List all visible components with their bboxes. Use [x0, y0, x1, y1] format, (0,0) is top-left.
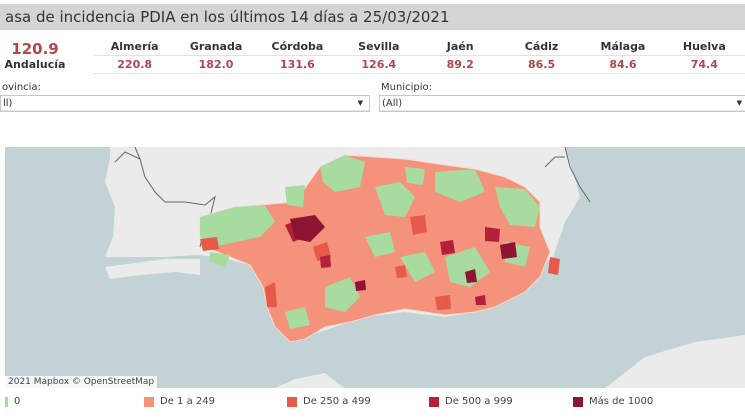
legend-label: 0: [14, 396, 21, 407]
province-value: 126.4: [361, 58, 397, 71]
africa-land: [275, 373, 345, 388]
municipio-dropdown[interactable]: (All) ▼: [379, 95, 745, 112]
map-canvas: [105, 147, 745, 388]
legend-label: De 250 a 499: [303, 396, 371, 407]
kpi-andalucia: 120.9 Andalucía: [0, 40, 70, 72]
province-name: Huelva: [682, 40, 726, 53]
province-values-row: 220.8 182.0 131.6 126.4 89.2 86.5 84.6 7…: [94, 56, 745, 74]
municipio-selected-value: (All): [382, 98, 403, 109]
province-value: 182.0: [198, 58, 234, 71]
legend-swatch-icon: [429, 396, 439, 407]
province-value: 74.4: [690, 58, 718, 71]
legend-label: De 500 a 999: [445, 396, 513, 407]
legend-label: Más de 1000: [589, 396, 654, 407]
incidence-map[interactable]: 2021 Mapbox © OpenStreetMap: [5, 147, 745, 388]
legend-swatch-icon: [144, 396, 154, 407]
province-value: 220.8: [117, 58, 153, 71]
province-name: Granada: [189, 40, 243, 53]
map-legend: 0 De 1 a 249 De 250 a 499 De 500 a 999 M…: [0, 396, 745, 414]
legend-item-500-999: De 500 a 999: [429, 396, 513, 407]
municipio-filter-label: Municipio:: [381, 82, 432, 93]
legend-item-1000-plus: Más de 1000: [573, 396, 653, 407]
province-name: Córdoba: [271, 40, 324, 53]
provincia-filter-label: ovincia:: [2, 82, 41, 93]
provincia-selected-value: ll): [3, 98, 13, 109]
province-value: 84.6: [609, 58, 637, 71]
province-name: Almería: [110, 40, 159, 53]
map-attribution[interactable]: 2021 Mapbox © OpenStreetMap: [5, 376, 158, 388]
legend-item-1-249: De 1 a 249: [144, 396, 215, 407]
legend-item-zero: 0: [5, 396, 20, 407]
province-value: 89.2: [446, 58, 474, 71]
province-value: 131.6: [280, 58, 315, 71]
legend-swatch-icon: [5, 396, 8, 407]
province-names-row: Almería Granada Córdoba Sevilla Jaén Cád…: [94, 38, 745, 56]
province-name: Cádiz: [524, 40, 559, 53]
province-name: Jaén: [446, 40, 474, 53]
chevron-down-icon: ▼: [357, 99, 363, 107]
legend-swatch-icon: [573, 396, 583, 407]
province-value: 86.5: [527, 58, 556, 71]
kpi-andalucia-label: Andalucía: [4, 58, 66, 71]
kpi-andalucia-value: 120.9: [11, 40, 59, 58]
province-name: Málaga: [600, 40, 646, 53]
dashboard-title: asa de incidencia PDIA en los últimos 14…: [0, 4, 745, 30]
chevron-down-icon: ▼: [736, 99, 742, 107]
provincia-dropdown[interactable]: ll) ▼: [0, 95, 370, 112]
legend-item-250-499: De 250 a 499: [287, 396, 371, 407]
province-name: Sevilla: [358, 40, 400, 53]
legend-swatch-icon: [287, 396, 297, 407]
legend-label: De 1 a 249: [160, 396, 215, 407]
province-kpi-table: Almería Granada Córdoba Sevilla Jaén Cád…: [94, 38, 745, 74]
